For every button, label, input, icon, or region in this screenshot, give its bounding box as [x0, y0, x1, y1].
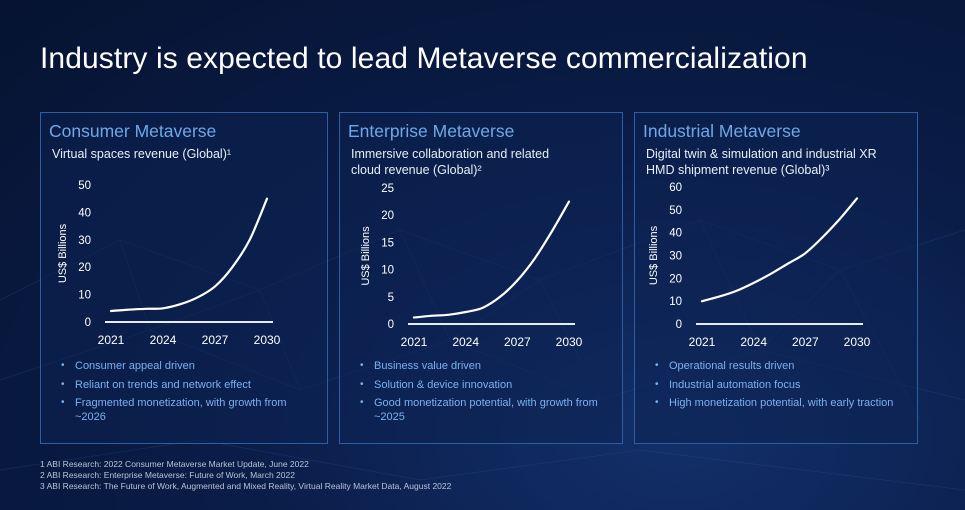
bullet-item: Consumer appeal driven — [61, 359, 316, 373]
y-tick-label: 25 — [381, 183, 394, 195]
bullet-item: Fragmented monetization, with growth fro… — [61, 396, 316, 424]
footnote: 2 ABI Research: Enterprise Metaverse: Fu… — [40, 470, 295, 480]
bullet-item: Reliant on trends and network effect — [61, 378, 316, 392]
x-tick-label: 2030 — [844, 335, 871, 349]
subtitle-line: Immersive collaboration and related — [351, 147, 550, 161]
enterprise-metaverse-panel: Enterprise Metaverse Immersive collabora… — [339, 112, 623, 444]
y-axis-label: US$ Billions — [360, 226, 372, 286]
panel-title: Enterprise Metaverse — [348, 121, 515, 141]
bullet-list: Consumer appeal driven Reliant on trends… — [61, 359, 316, 429]
consumer-metaverse-panel: Consumer Metaverse Virtual spaces revenu… — [40, 112, 328, 444]
footnotes: 1 ABI Research: 2022 Consumer Metaverse … — [40, 459, 451, 492]
bullet-item: Solution & device innovation — [360, 378, 615, 392]
panel-subtitle: Digital twin & simulation and industrial… — [646, 146, 916, 178]
x-tick-label: 2024 — [452, 335, 479, 349]
y-axis-label: US$ Billions — [648, 225, 660, 285]
y-tick-label: 20 — [78, 262, 91, 274]
bullet-list: Operational results driven Industrial au… — [655, 359, 910, 415]
panel-title: Industrial Metaverse — [643, 121, 801, 141]
y-tick-label: 10 — [78, 290, 91, 302]
series-line — [700, 197, 859, 303]
bullet-item: Operational results driven — [655, 359, 910, 373]
panel-subtitle: Immersive collaboration and related clou… — [351, 146, 621, 178]
footnote: 3 ABI Research: The Future of Work, Augm… — [40, 481, 452, 491]
x-tick-label: 2027 — [202, 333, 229, 347]
y-tick-label: 50 — [669, 205, 682, 217]
x-tick-label: 2021 — [98, 333, 125, 347]
x-tick-label: 2024 — [150, 333, 177, 347]
y-tick-label: 30 — [78, 235, 91, 247]
bullet-list: Business value driven Solution & device … — [360, 359, 615, 429]
y-tick-label: 60 — [669, 182, 682, 194]
y-tick-label: 40 — [669, 228, 682, 240]
enterprise-revenue-chart: US$ Billions 0 5 10 15 20 25 2021 2024 2027 2030 — [360, 183, 583, 349]
subtitle-line: Digital twin & simulation and industrial… — [646, 147, 877, 161]
panel-title: Consumer Metaverse — [49, 121, 217, 141]
bullet-item: Industrial automation focus — [655, 378, 910, 392]
y-tick-label: 20 — [381, 210, 394, 222]
x-tick-label: 2030 — [556, 335, 583, 349]
bullet-item: Good monetization potential, with growth… — [360, 396, 615, 424]
x-tick-label: 2027 — [504, 335, 531, 349]
industrial-metaverse-panel: Industrial Metaverse Digital twin & simu… — [634, 112, 918, 444]
footnote: 1 ABI Research: 2022 Consumer Metaverse … — [40, 459, 309, 469]
series-line — [109, 197, 269, 313]
y-tick-label: 5 — [388, 292, 394, 304]
y-tick-label: 0 — [388, 319, 394, 331]
y-tick-label: 40 — [78, 207, 91, 219]
bullet-item: Business value driven — [360, 359, 615, 373]
subtitle-line: HMD shipment revenue (Global)³ — [646, 163, 830, 177]
x-tick-label: 2021 — [689, 335, 716, 349]
bullet-item: High monetization potential, with early … — [655, 396, 910, 410]
y-tick-label: 10 — [381, 265, 394, 277]
panel-subtitle: Virtual spaces revenue (Global)¹ — [52, 146, 322, 162]
y-tick-label: 15 — [381, 237, 394, 249]
y-tick-label: 30 — [669, 251, 682, 263]
y-tick-label: 50 — [78, 180, 91, 192]
y-tick-label: 10 — [669, 296, 682, 308]
series-line — [412, 200, 571, 319]
x-tick-label: 2021 — [401, 335, 428, 349]
y-axis-label: US$ Billions — [57, 223, 69, 283]
slide-title: Industry is expected to lead Metaverse c… — [40, 42, 808, 75]
subtitle-line: Virtual spaces revenue (Global)¹ — [52, 147, 232, 161]
y-tick-label: 0 — [85, 317, 91, 329]
y-tick-label: 20 — [669, 273, 682, 285]
x-tick-label: 2024 — [740, 335, 767, 349]
x-tick-label: 2027 — [792, 335, 819, 349]
subtitle-line: cloud revenue (Global)² — [351, 163, 482, 177]
x-tick-label: 2030 — [254, 333, 281, 347]
y-tick-label: 0 — [676, 319, 682, 331]
